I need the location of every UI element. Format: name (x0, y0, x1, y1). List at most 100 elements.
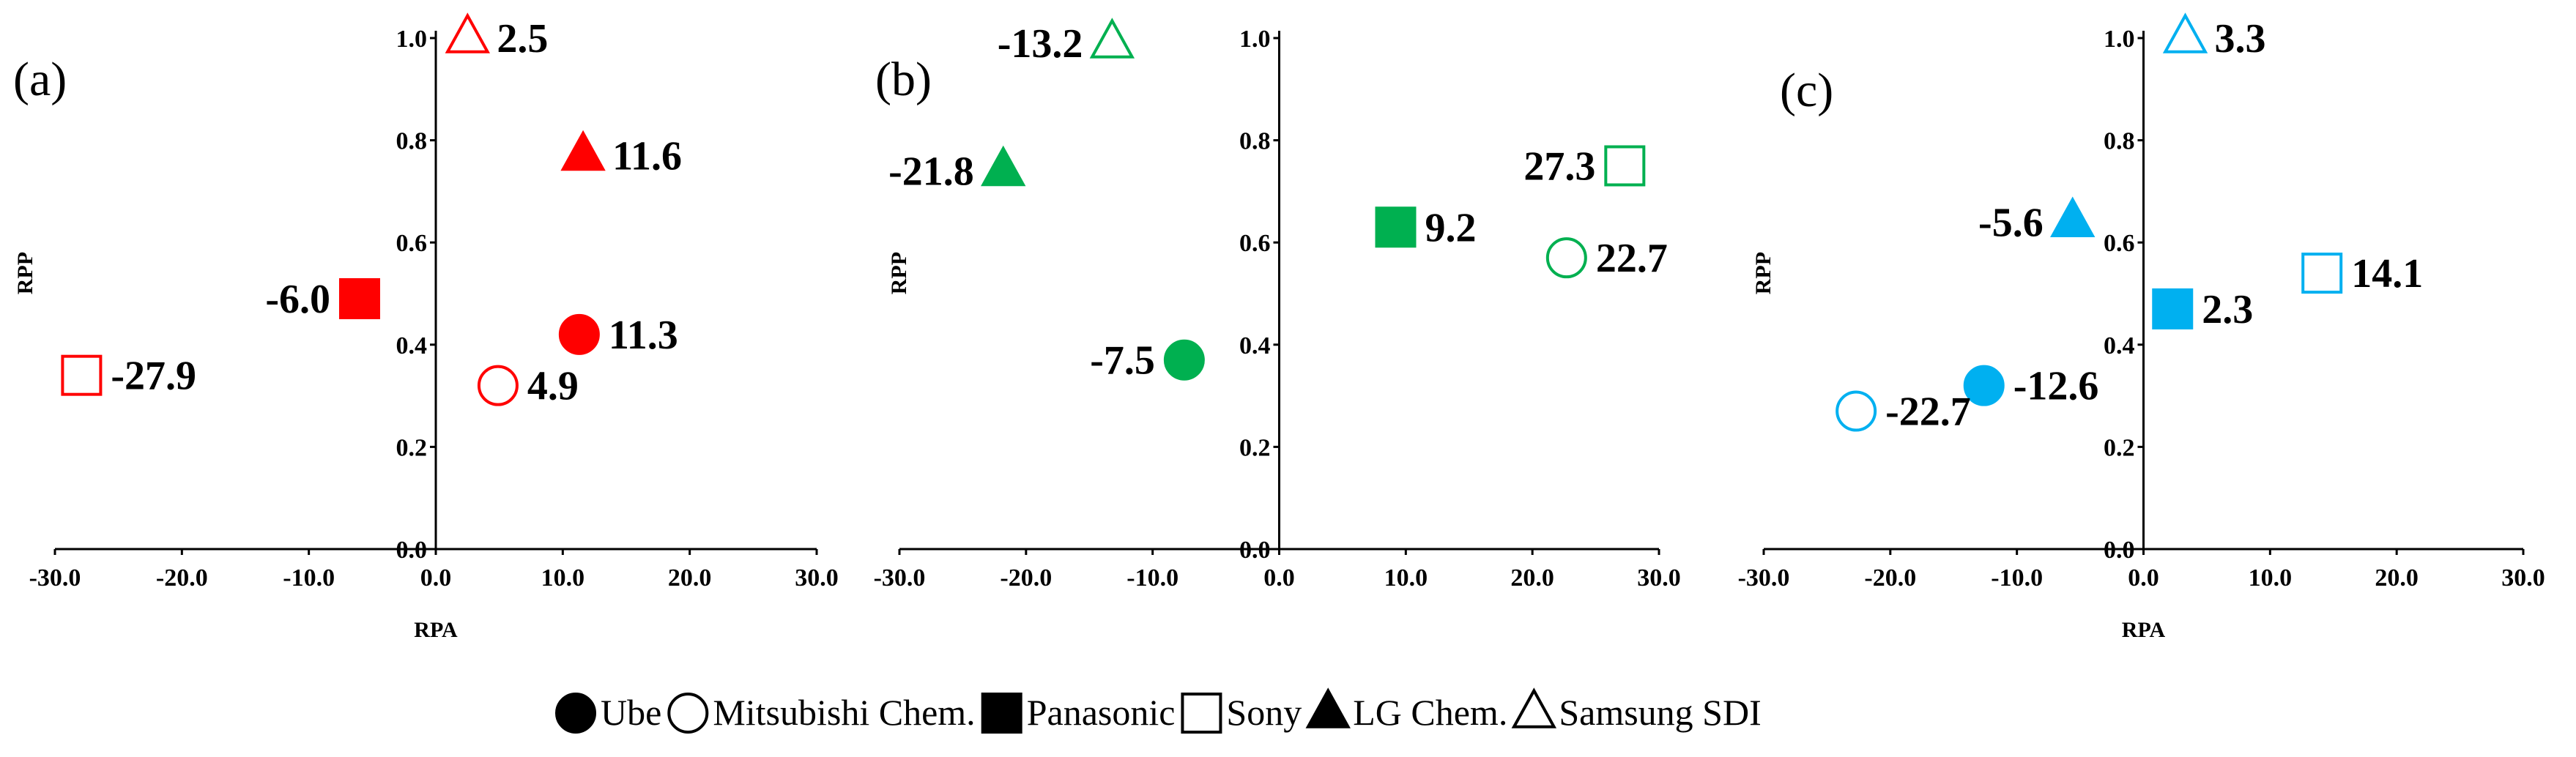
x-axis-title: RPA (2122, 618, 2166, 642)
legend-marker-sony (1181, 693, 1222, 734)
legend-marker-lg-chem (1305, 687, 1351, 728)
data-label: 11.3 (609, 313, 678, 358)
x-tick-label: -10.0 (1126, 564, 1178, 592)
x-tick-label: 30.0 (795, 564, 839, 592)
data-point-ube (1163, 339, 1205, 381)
data-label: 14.1 (2351, 251, 2423, 297)
x-tick-label: 0.0 (1263, 564, 1295, 592)
x-tick-label: 20.0 (668, 564, 712, 592)
x-tick-label: -30.0 (1738, 564, 1790, 592)
x-tick-label: -30.0 (29, 564, 81, 592)
y-tick-label: 0.2 (1239, 434, 1271, 461)
x-tick-label: -30.0 (874, 564, 926, 592)
data-point-panasonic (1375, 206, 1417, 248)
data-label: -6.0 (265, 277, 330, 322)
legend-marker-ube (555, 693, 596, 734)
data-label: -5.6 (1978, 200, 2044, 245)
y-tick-label: 1.0 (1239, 26, 1271, 53)
data-point-samsung-sdi (445, 12, 491, 53)
y-tick-label: 0.4 (1239, 332, 1271, 359)
x-tick-label: 20.0 (2375, 564, 2419, 592)
chart-panel-2: -30.0 -20.0 -10.0 0.0 10.0 20.0 30.0 0.0 0.2 0.4 0… (874, 18, 1681, 592)
data-label: 11.6 (612, 134, 682, 179)
y-tick-label: 0.0 (396, 537, 428, 564)
y-tick-label: 0.2 (2104, 434, 2135, 461)
data-point-samsung-sdi (2162, 12, 2208, 53)
chart-panel-3: -30.0 -20.0 -10.0 0.0 10.0 20.0 30.0 0.0 0.2 0.4 0… (1738, 12, 2545, 642)
y-axis-title: RPP (887, 252, 911, 294)
legend-label: Samsung SDI (1559, 692, 1761, 733)
data-point-sony (2301, 253, 2343, 294)
y-tick-label: 1.0 (2104, 26, 2135, 53)
data-point-lg-chem (981, 145, 1026, 187)
data-point-panasonic (339, 277, 380, 319)
panel-label: (c) (1780, 64, 1833, 117)
y-tick-label: 0.4 (396, 332, 428, 359)
x-tick-label: -10.0 (1991, 564, 2043, 592)
legend-label: Mitsubishi Chem. (713, 692, 975, 733)
data-label: 3.3 (2215, 16, 2266, 61)
x-tick-label: 0.0 (420, 564, 452, 592)
y-tick-label: 0.0 (2104, 537, 2135, 564)
y-tick-label: 0.6 (2104, 230, 2135, 257)
legend-marker-panasonic (981, 693, 1022, 734)
x-tick-label: 10.0 (1384, 564, 1428, 592)
data-label: -7.5 (1090, 338, 1155, 384)
legend-label: Panasonic (1027, 692, 1176, 733)
data-point-sony (1604, 145, 1646, 187)
y-tick-label: 0.8 (396, 128, 428, 155)
data-point-mitsubishi-chem (1836, 390, 1877, 432)
data-point-lg-chem (560, 130, 606, 171)
data-label: 9.2 (1425, 205, 1477, 250)
x-axis-title: RPA (414, 618, 458, 642)
y-tick-label: 0.2 (396, 434, 428, 461)
panel-label: (a) (13, 53, 67, 106)
data-point-panasonic (2152, 288, 2194, 329)
data-point-ube (1963, 365, 2005, 406)
x-tick-label: -20.0 (1000, 564, 1052, 592)
data-label: 2.3 (2202, 287, 2253, 332)
data-point-mitsubishi-chem (477, 365, 519, 406)
data-label: -13.2 (998, 21, 1083, 67)
chart-panel-1: -30.0 -20.0 -10.0 0.0 10.0 20.0 30.0 0.0 0.2 0.4 0… (13, 12, 839, 642)
legend-marker-mitsubishi-chem (667, 693, 709, 734)
data-label: -21.8 (888, 149, 974, 194)
y-tick-label: 0.4 (2104, 332, 2135, 359)
y-tick-label: 0.6 (1239, 230, 1271, 257)
legend-label: LG Chem. (1353, 692, 1507, 733)
y-tick-label: 0.8 (1239, 128, 1271, 155)
data-point-lg-chem (2050, 196, 2096, 238)
data-label: 27.3 (1523, 144, 1595, 190)
x-tick-label: 0.0 (2128, 564, 2159, 592)
x-tick-label: 30.0 (2501, 564, 2545, 592)
data-label: 22.7 (1596, 236, 1668, 281)
data-label: -12.6 (2013, 364, 2099, 409)
y-axis-title: RPP (1751, 252, 1775, 294)
data-point-ube (558, 313, 600, 355)
x-tick-label: 10.0 (2249, 564, 2293, 592)
x-tick-label: -20.0 (156, 564, 208, 592)
y-axis-title: RPP (13, 252, 37, 294)
x-tick-label: 10.0 (541, 564, 585, 592)
data-label: 4.9 (527, 364, 579, 409)
panel-label: (b) (875, 53, 932, 106)
legend: Ube Mitsubishi Chem. Panasonic Sony LG Chem.… (555, 687, 1762, 734)
legend-label: Ube (601, 692, 661, 733)
x-tick-label: 20.0 (1510, 564, 1554, 592)
data-point-sony (61, 354, 103, 396)
x-tick-label: 30.0 (1637, 564, 1681, 592)
y-tick-label: 0.6 (396, 230, 428, 257)
data-label: -27.9 (111, 354, 196, 399)
data-point-samsung-sdi (1089, 18, 1135, 59)
y-tick-label: 1.0 (396, 26, 428, 53)
y-tick-label: 0.0 (1239, 537, 1271, 564)
legend-label: Sony (1226, 692, 1302, 733)
legend-marker-samsung-sdi (1511, 687, 1557, 728)
y-tick-label: 0.8 (2104, 128, 2135, 155)
data-label: 2.5 (497, 16, 548, 61)
data-label: -22.7 (1885, 389, 1971, 435)
x-tick-label: -10.0 (283, 564, 335, 592)
data-point-mitsubishi-chem (1545, 237, 1587, 279)
x-tick-label: -20.0 (1864, 564, 1916, 592)
